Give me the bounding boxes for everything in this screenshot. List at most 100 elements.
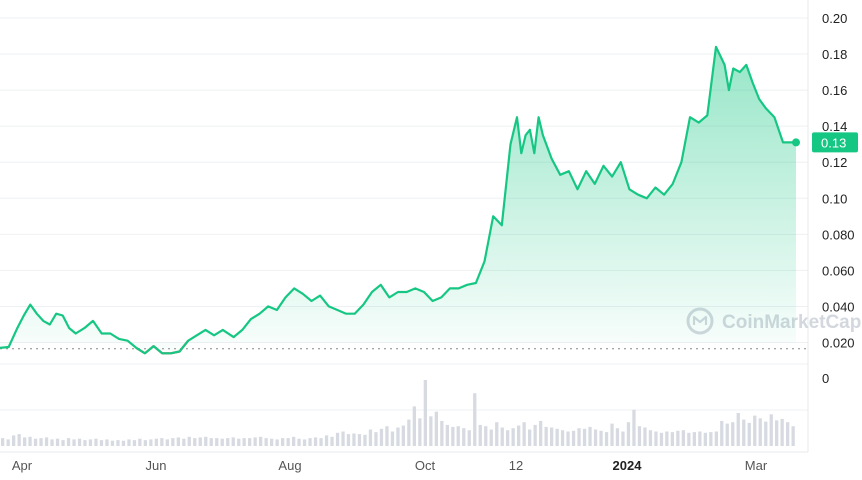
x-tick-label: Apr [12, 458, 33, 473]
volume-bar [742, 419, 746, 446]
volume-bar [110, 440, 115, 446]
volume-bar [264, 438, 268, 446]
volume-bar [1, 438, 5, 446]
volume-bars [1, 380, 795, 446]
volume-bar [132, 440, 137, 446]
volume-bar [390, 431, 395, 446]
volume-bar [407, 419, 411, 446]
volume-bar [182, 438, 186, 446]
volume-bar [703, 432, 707, 446]
volume-bar [571, 430, 576, 446]
volume-bar [500, 427, 504, 446]
volume-bar [352, 433, 356, 446]
volume-bar [297, 438, 301, 446]
volume-bar [204, 436, 208, 446]
volume-bar [116, 440, 120, 446]
volume-bar [39, 438, 43, 446]
volume-bar [368, 429, 373, 446]
volume-bar [517, 425, 521, 446]
volume-bar [72, 439, 76, 446]
volume-bar [440, 420, 444, 446]
y-tick-label: 0.12 [822, 155, 847, 170]
volume-bar [555, 428, 559, 446]
volume-bar [66, 438, 71, 446]
volume-bar [506, 430, 510, 446]
volume-bar [577, 428, 581, 446]
volume-bar [495, 422, 499, 446]
volume-bar [654, 431, 658, 446]
volume-bar [467, 430, 471, 446]
y-tick-label: 0.20 [822, 11, 847, 26]
volume-bar [313, 437, 318, 446]
volume-bar [484, 426, 488, 446]
volume-bar [648, 430, 653, 446]
volume-bar [615, 428, 620, 446]
volume-bar [593, 429, 598, 446]
volume-bar [659, 432, 664, 446]
volume-bar [758, 418, 762, 446]
current-price-label: 0.13 [821, 135, 846, 150]
volume-bar [292, 436, 296, 446]
volume-bar [302, 439, 307, 446]
volume-bar [544, 426, 548, 446]
volume-bar [681, 430, 685, 446]
volume-bar [319, 438, 323, 446]
volume-bar [588, 426, 592, 446]
y-axis-labels: 0.20 0.18 0.16 0.14 0.12 0.10 0.080 0.060 0.040 0… [822, 11, 855, 351]
x-tick-label: Oct [415, 458, 436, 473]
volume-bar [176, 437, 180, 446]
volume-bar [462, 428, 466, 446]
volume-bar [692, 432, 696, 446]
volume-bar [253, 437, 257, 446]
volume-bar [259, 436, 263, 446]
volume-bar [412, 406, 416, 446]
volume-bar [77, 438, 82, 446]
volume-bar [456, 426, 460, 446]
volume-bar [621, 431, 625, 446]
x-tick-label: Jun [146, 458, 167, 473]
y-tick-label: 0.020 [822, 336, 855, 351]
volume-bar [33, 438, 38, 446]
volume-bar [193, 438, 197, 446]
volume-bar [149, 439, 153, 446]
volume-bar [709, 432, 713, 446]
volume-bar [363, 434, 367, 446]
volume-bar [687, 432, 691, 446]
volume-bar [44, 437, 49, 446]
volume-bar [786, 422, 790, 446]
volume-bar [374, 432, 378, 446]
y-tick-label: 0.040 [822, 299, 855, 314]
volume-bar [418, 418, 422, 446]
volume-bar [736, 413, 740, 446]
volume-bar [610, 423, 614, 446]
volume-bar [643, 427, 647, 446]
volume-bar [220, 438, 224, 446]
volume-bar [308, 438, 312, 446]
volume-bar [143, 440, 147, 446]
volume-bar [105, 439, 109, 446]
volume-bar [665, 431, 669, 446]
volume-bar [99, 440, 104, 446]
y-tick-label: 0.060 [822, 263, 855, 278]
volume-bar [357, 434, 362, 446]
volume-bar [511, 428, 515, 446]
volume-bar [769, 414, 773, 446]
volume-bar [478, 424, 482, 446]
volume-bar [215, 438, 219, 446]
volume-bar [489, 429, 493, 446]
volume-bar [539, 420, 543, 446]
volume-bar [23, 437, 27, 446]
x-tick-label: 12 [509, 458, 523, 473]
volume-bar [764, 421, 768, 446]
volume-bar [676, 430, 680, 446]
volume-bar [12, 435, 16, 446]
volume-bar [582, 428, 587, 446]
y-tick-label: 0.080 [822, 227, 855, 242]
x-tick-label: 2024 [613, 458, 643, 473]
x-tick-label: Aug [278, 458, 301, 473]
volume-axis-zero-label: 0 [822, 371, 829, 386]
y-tick-label: 0.18 [822, 47, 847, 62]
volume-bar [248, 438, 252, 446]
volume-bar [127, 439, 131, 446]
